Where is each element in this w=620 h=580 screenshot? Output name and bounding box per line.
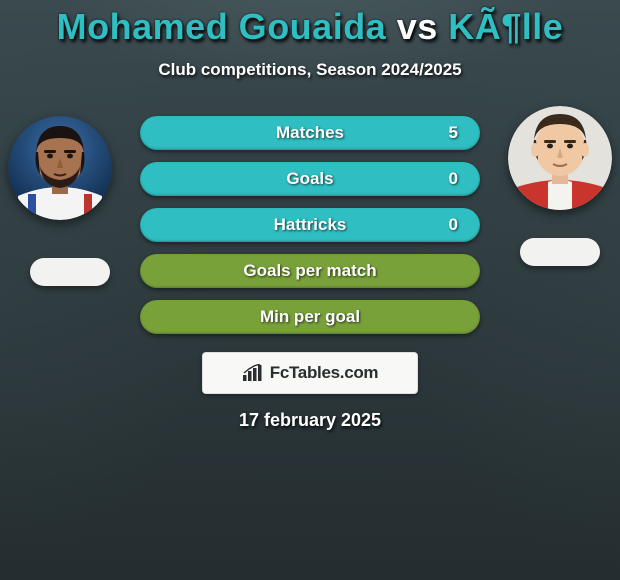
stat-value: 0: [449, 208, 458, 242]
stat-bar-gpm: Goals per match: [140, 254, 480, 288]
date-text: 17 february 2025: [0, 410, 620, 431]
avatar-illustration: [8, 116, 112, 220]
title-player2: KÃ¶lle: [448, 6, 563, 47]
subtitle: Club competitions, Season 2024/2025: [0, 60, 620, 80]
stat-bar-hattricks: Hattricks 0: [140, 208, 480, 242]
player1-avatar: [8, 116, 112, 220]
stat-bar-mpg: Min per goal: [140, 300, 480, 334]
avatar-illustration: [508, 106, 612, 210]
chart-icon: [242, 364, 264, 382]
stat-bar-goals: Goals 0: [140, 162, 480, 196]
player2-flag: [520, 238, 600, 266]
stat-label: Goals per match: [140, 254, 480, 288]
player1-flag: [30, 258, 110, 286]
player2-avatar: [508, 106, 612, 210]
comparison-title: Mohamed Gouaida vs KÃ¶lle: [0, 0, 620, 48]
stat-value: 0: [449, 162, 458, 196]
stat-label: Matches: [140, 116, 480, 150]
stat-label: Goals: [140, 162, 480, 196]
stat-label: Min per goal: [140, 300, 480, 334]
brand-box: FcTables.com: [202, 352, 418, 394]
stat-bar-matches: Matches 5: [140, 116, 480, 150]
comparison-arena: Matches 5 Goals 0 Hattricks 0 Goals per …: [0, 116, 620, 431]
stat-value: 5: [449, 116, 458, 150]
stat-bars: Matches 5 Goals 0 Hattricks 0 Goals per …: [140, 116, 480, 334]
stat-label: Hattricks: [140, 208, 480, 242]
title-player1: Mohamed Gouaida: [57, 6, 387, 47]
brand-text: FcTables.com: [270, 363, 379, 383]
title-vs: vs: [397, 6, 438, 47]
